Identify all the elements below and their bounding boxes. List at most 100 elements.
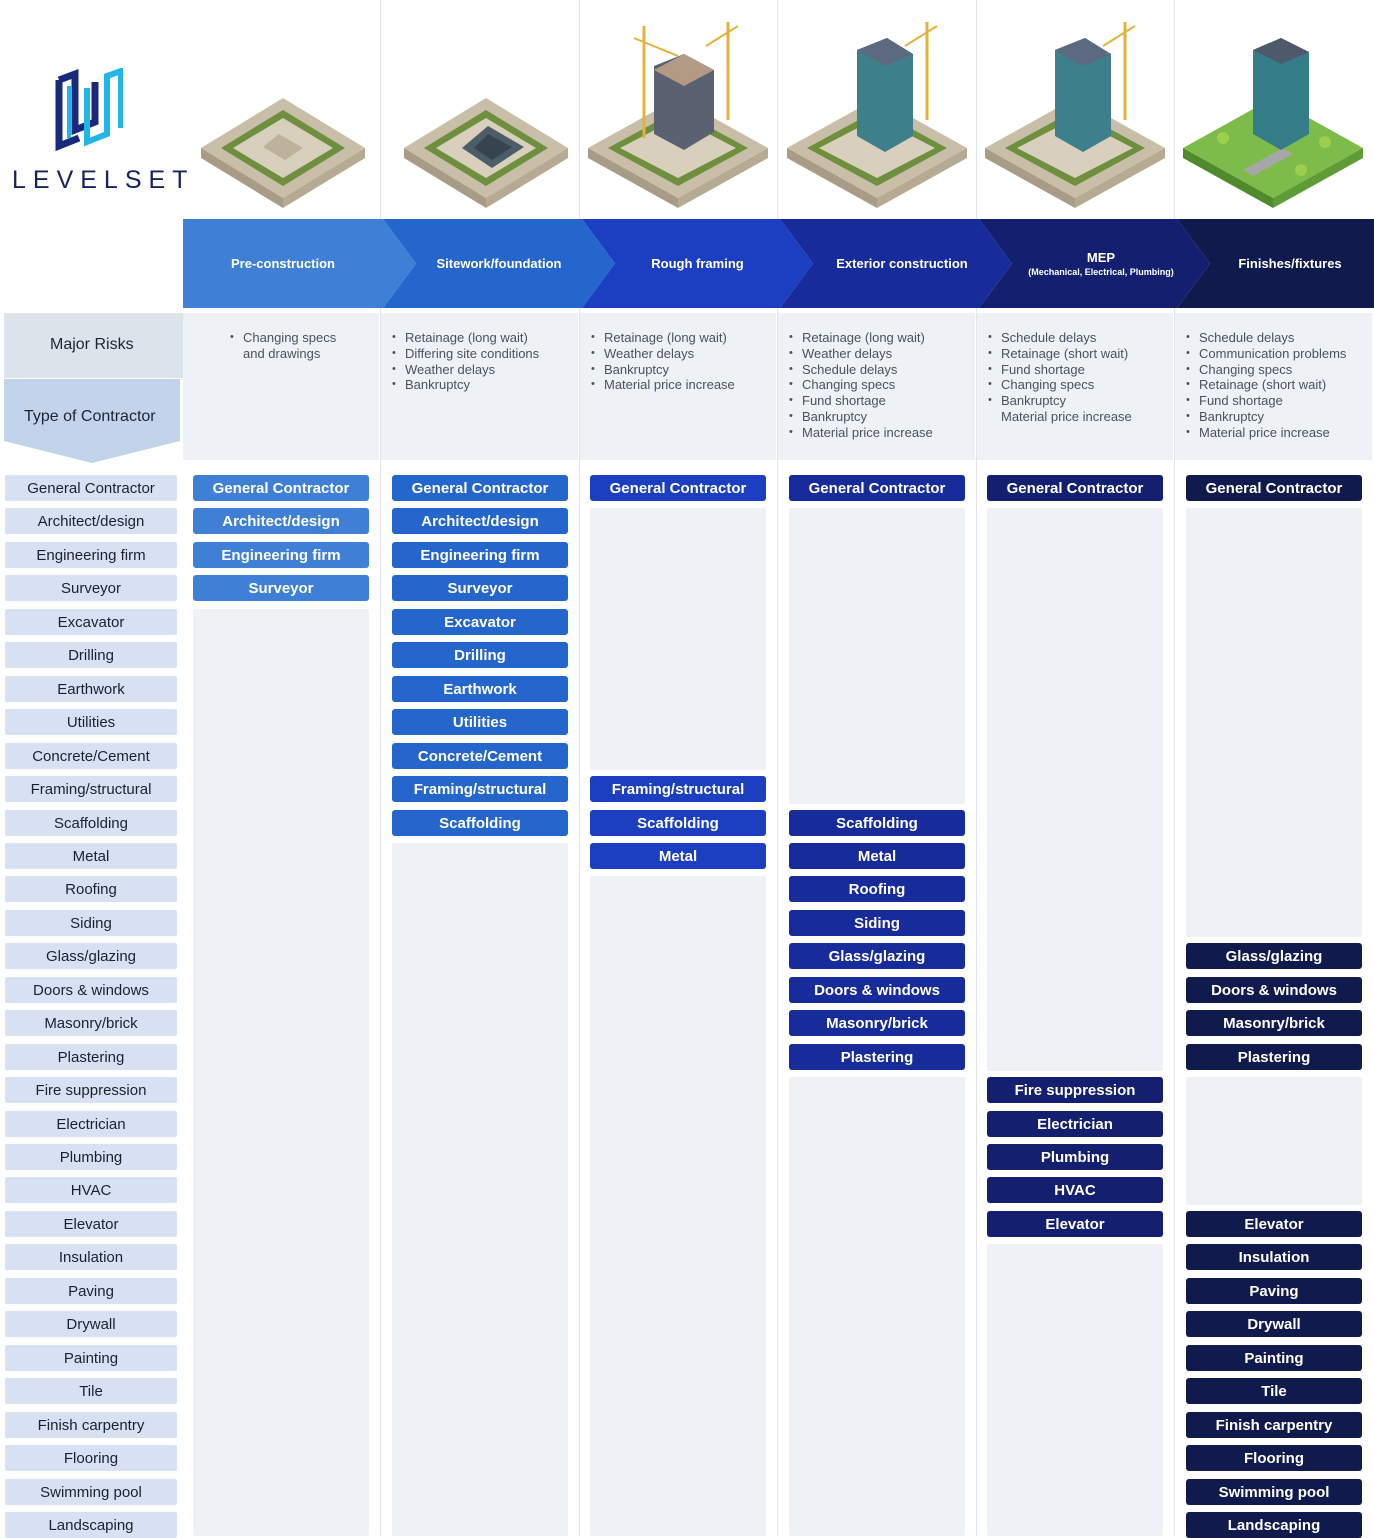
levelset-mark-icon <box>55 68 123 152</box>
risks-panel-rough-framing: Retainage (long wait)Weather delaysBankr… <box>580 313 776 460</box>
phase-sitework-foundation: Sitework/foundation <box>416 219 582 308</box>
phase-column-gap <box>590 508 766 770</box>
phase-column-gap <box>789 508 965 804</box>
phase-arrow-6 <box>1177 219 1374 308</box>
contractor-label: Flooring <box>5 1445 177 1471</box>
risk-list: Retainage (long wait)Weather delaysBankr… <box>590 330 735 393</box>
risk-list: Retainage (long wait)Differing site cond… <box>391 330 539 393</box>
contractor-chip: Metal <box>590 843 766 869</box>
risk-item: Weather delays <box>590 346 735 362</box>
contractor-chip: Utilities <box>392 709 568 735</box>
risk-item: Fund shortage <box>1185 393 1346 409</box>
risk-item: Communication problems <box>1185 346 1346 362</box>
contractor-chip: General Contractor <box>987 475 1163 501</box>
contractor-chip: Plumbing <box>987 1144 1163 1170</box>
contractor-label: Landscaping <box>5 1512 177 1538</box>
contractor-label: Insulation <box>5 1244 177 1270</box>
contractor-chip: General Contractor <box>789 475 965 501</box>
contractor-chip: Framing/structural <box>392 776 568 802</box>
contractor-chip: Doors & windows <box>1186 977 1362 1003</box>
phase-arrow-1 <box>183 219 416 308</box>
contractor-chip: Flooring <box>1186 1445 1362 1471</box>
contractor-label: Finish carpentry <box>5 1412 177 1438</box>
contractor-chip: Concrete/Cement <box>392 743 568 769</box>
risk-list: Retainage (long wait)Weather delaysSched… <box>788 330 933 441</box>
phase-column-gap <box>590 876 766 1536</box>
risk-item: Retainage (long wait) <box>391 330 539 346</box>
phase-label: Finishes/fixtures <box>1238 256 1342 271</box>
phase-label: MEP <box>1086 250 1116 265</box>
contractor-label: Scaffolding <box>5 810 177 836</box>
contractor-label: Electrician <box>5 1111 177 1137</box>
phase-pre-construction: Pre-construction <box>183 219 383 308</box>
contractor-chip: Engineering firm <box>193 542 369 568</box>
contractor-chip: Plastering <box>789 1044 965 1070</box>
contractor-label: Utilities <box>5 709 177 735</box>
contractor-chip: Scaffolding <box>392 810 568 836</box>
contractor-chip: Metal <box>789 843 965 869</box>
contractor-label: Elevator <box>5 1211 177 1237</box>
risk-item: Changing specs <box>1185 362 1346 378</box>
contractor-chip: HVAC <box>987 1177 1163 1203</box>
contractor-label: Metal <box>5 843 177 869</box>
risk-item: Changing specs <box>987 377 1132 393</box>
contractor-label: Fire suppression <box>5 1077 177 1103</box>
risk-item: Material price increase <box>1001 408 1132 424</box>
risk-item: Schedule delays <box>987 330 1132 346</box>
contractor-label: Framing/structural <box>5 776 177 802</box>
phase-column-gap <box>1186 508 1362 937</box>
phase-label: Exterior construction <box>836 256 968 271</box>
contractor-label: Excavator <box>5 609 177 635</box>
contractor-chip: Glass/glazing <box>1186 943 1362 969</box>
contractor-label: Engineering firm <box>5 542 177 568</box>
risk-item: Fund shortage <box>788 393 933 409</box>
contractor-chip: General Contractor <box>193 475 369 501</box>
contractor-chip: Masonry/brick <box>1186 1010 1362 1036</box>
contractor-label: Tile <box>5 1378 177 1404</box>
phase-label: Pre-construction <box>230 256 335 271</box>
construction-site-illustration-1 <box>201 98 365 208</box>
contractor-chip: Surveyor <box>392 575 568 601</box>
construction-site-illustration-5 <box>985 22 1165 208</box>
risk-item: and drawings <box>243 345 321 361</box>
risk-item: Differing site conditions <box>391 346 539 362</box>
risk-item: Retainage (short wait) <box>1185 377 1346 393</box>
phase-label: Sitework/foundation <box>436 256 562 271</box>
phase-arrow-3 <box>582 219 813 308</box>
contractor-label: Siding <box>5 910 177 936</box>
phase-arrow-2 <box>383 219 615 308</box>
contractor-chip: Drywall <box>1186 1311 1362 1337</box>
contractor-chip: Roofing <box>789 876 965 902</box>
contractor-label: Plumbing <box>5 1144 177 1170</box>
contractor-label: Drywall <box>5 1311 177 1337</box>
phase-mep: MEP (Mechanical, Electrical, Plumbing) <box>1012 219 1190 308</box>
contractor-chip: Masonry/brick <box>789 1010 965 1036</box>
phase-arrow-4 <box>780 219 1012 308</box>
contractor-chip: Siding <box>789 910 965 936</box>
contractor-chip: Scaffolding <box>590 810 766 836</box>
risks-panel-sitework: Retainage (long wait)Differing site cond… <box>381 313 578 460</box>
construction-site-illustration-4 <box>787 22 967 208</box>
contractor-chip: Swimming pool <box>1186 1479 1362 1505</box>
risk-list: Schedule delaysCommunication problemsCha… <box>1185 330 1346 441</box>
contractor-chip: Architect/design <box>392 508 568 534</box>
contractor-chip: Framing/structural <box>590 776 766 802</box>
contractor-chip: Landscaping <box>1186 1512 1362 1538</box>
risk-item: Material price increase <box>1185 425 1346 441</box>
risk-item: Changing specs <box>788 377 933 393</box>
contractor-chip: Surveyor <box>193 575 369 601</box>
risk-item: Retainage (short wait) <box>987 346 1132 362</box>
risk-item: Weather delays <box>391 362 539 378</box>
risk-item: Bankruptcy <box>391 377 539 393</box>
phase-column-gap <box>193 609 369 1536</box>
risk-item: Fund shortage <box>987 362 1132 378</box>
contractor-chip: General Contractor <box>1186 475 1362 501</box>
levelset-logo: LEVELSET <box>0 0 187 215</box>
contractor-chip: Insulation <box>1186 1244 1362 1270</box>
phase-column-gap <box>1186 1077 1362 1205</box>
contractor-chip: Excavator <box>392 609 568 635</box>
phase-column-gap <box>392 843 568 1536</box>
finished-building-illustration <box>1183 38 1363 208</box>
